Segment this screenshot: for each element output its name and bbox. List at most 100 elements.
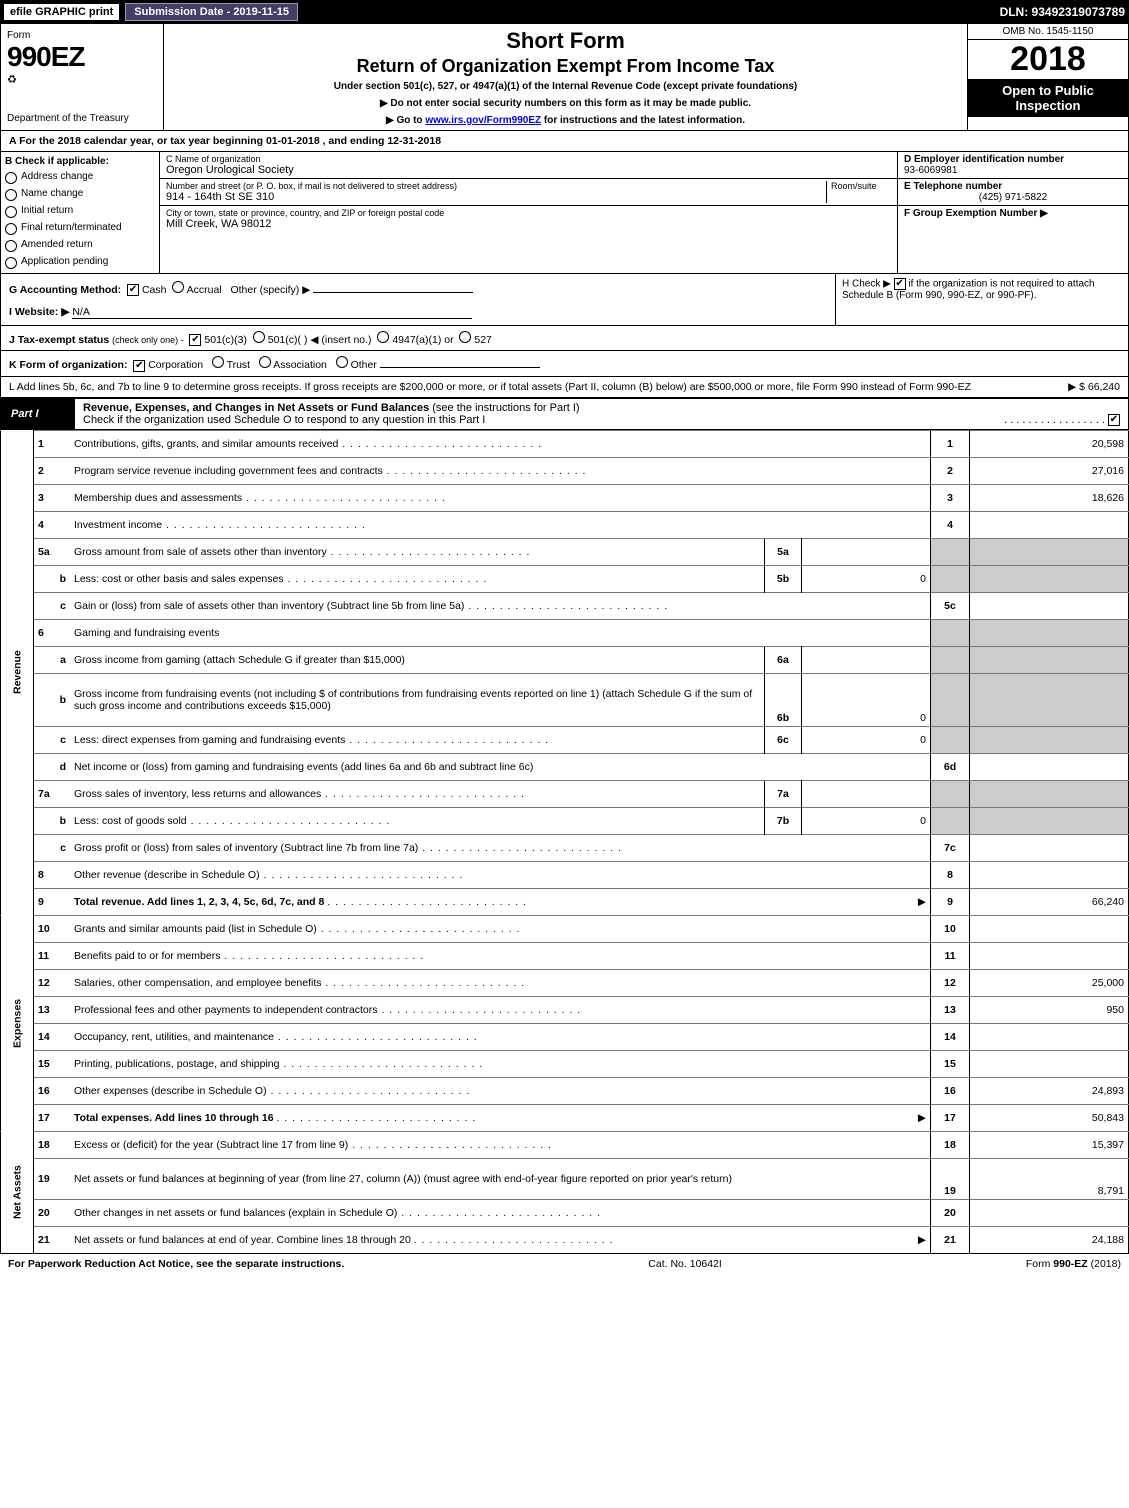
circle-icon: [5, 257, 17, 269]
top-bar: efile GRAPHIC print Submission Date - 20…: [0, 0, 1129, 24]
amount-grey: [970, 807, 1129, 834]
goto-link[interactable]: www.irs.gov/Form990EZ: [425, 115, 541, 126]
period-row: A For the 2018 calendar year, or tax yea…: [0, 131, 1129, 152]
g-other-input[interactable]: [313, 292, 473, 293]
part1-title-rest: (see the instructions for Part I): [432, 402, 579, 414]
row-desc: Occupancy, rent, utilities, and maintena…: [70, 1023, 931, 1050]
l-text: L Add lines 5b, 6c, and 7b to line 9 to …: [9, 381, 1060, 393]
row-num: 11: [34, 942, 71, 969]
row-num: c: [34, 726, 71, 753]
k-corp-checkbox[interactable]: [133, 360, 145, 372]
line-col: 21: [931, 1226, 970, 1253]
cb-address-change[interactable]: Address change: [5, 171, 155, 184]
amount: 66,240: [970, 888, 1129, 915]
amount: 20,598: [970, 430, 1129, 457]
k-other-input[interactable]: [380, 367, 540, 368]
line-col: 20: [931, 1199, 970, 1226]
row-num: 9: [34, 888, 71, 915]
room-suite: Room/suite: [826, 181, 891, 203]
cb-name-change[interactable]: Name change: [5, 188, 155, 201]
h-checkbox[interactable]: [894, 278, 906, 290]
open-public: Open to Public Inspection: [968, 79, 1128, 117]
cb-application-pending[interactable]: Application pending: [5, 256, 155, 269]
d-value: 93-6069981: [904, 165, 1122, 176]
dln: DLN: 93492319073789: [1000, 5, 1125, 19]
top-bar-left: efile GRAPHIC print Submission Date - 20…: [4, 3, 298, 21]
row-desc: Total revenue. Add lines 1, 2, 3, 4, 5c,…: [70, 888, 931, 915]
l-amt: ▶ $ 66,240: [1060, 381, 1120, 393]
amount: 15,397: [970, 1131, 1129, 1158]
row-num: 20: [34, 1199, 71, 1226]
part1-header: Part I Revenue, Expenses, and Changes in…: [0, 398, 1129, 430]
circle-icon[interactable]: [172, 281, 184, 293]
row-desc: Net income or (loss) from gaming and fun…: [70, 753, 931, 780]
recycle-icon: ♻: [7, 74, 17, 86]
j-4947: 4947(a)(1) or: [392, 334, 453, 346]
line-col: 12: [931, 969, 970, 996]
row-desc: Gain or (loss) from sale of assets other…: [70, 592, 931, 619]
amount: [970, 511, 1129, 538]
line-col-grey: [931, 780, 970, 807]
k-corp: Corporation: [148, 359, 203, 371]
line-col: 4: [931, 511, 970, 538]
row-desc: Gross profit or (loss) from sales of inv…: [70, 834, 931, 861]
scho-checkbox[interactable]: [1108, 414, 1120, 426]
line-col: 5c: [931, 592, 970, 619]
k-row: K Form of organization: Corporation Trus…: [0, 351, 1129, 376]
addr-label: Number and street (or P. O. box, if mail…: [166, 181, 826, 191]
line-col-grey: [931, 673, 970, 726]
page-footer: For Paperwork Reduction Act Notice, see …: [0, 1254, 1129, 1274]
circle-icon[interactable]: [253, 331, 265, 343]
circle-icon[interactable]: [259, 356, 271, 368]
department: Department of the Treasury: [7, 113, 157, 124]
line-col: 13: [931, 996, 970, 1023]
j-527: 527: [474, 334, 492, 346]
row-num: b: [34, 565, 71, 592]
circle-icon[interactable]: [377, 331, 389, 343]
sub-label: 7a: [765, 780, 802, 807]
circle-icon[interactable]: [212, 356, 224, 368]
row-desc: Less: cost or other basis and sales expe…: [70, 565, 765, 592]
amount: 50,843: [970, 1104, 1129, 1131]
line-col: 9: [931, 888, 970, 915]
circle-icon[interactable]: [459, 331, 471, 343]
h-pre: H Check ▶: [842, 279, 894, 290]
netassets-side-label: Net Assets: [1, 1131, 34, 1253]
amount-grey: [970, 780, 1129, 807]
cb-amended-return[interactable]: Amended return: [5, 239, 155, 252]
sub-value: 0: [802, 673, 931, 726]
circle-icon: [5, 240, 17, 252]
row-desc: Total expenses. Add lines 10 through 16 …: [70, 1104, 931, 1131]
amount: 27,016: [970, 457, 1129, 484]
j-501c: 501(c)( ) ◀ (insert no.): [268, 334, 372, 346]
row-num: c: [34, 834, 71, 861]
org-right: D Employer identification number 93-6069…: [897, 152, 1128, 273]
form-word: Form: [7, 30, 157, 41]
city-label: City or town, state or province, country…: [166, 208, 891, 218]
amount: [970, 1023, 1129, 1050]
row-num: 5a: [34, 538, 71, 565]
row-num: 3: [34, 484, 71, 511]
j-501c3-checkbox[interactable]: [189, 334, 201, 346]
row-desc: Gross amount from sale of assets other t…: [70, 538, 765, 565]
row-desc: Other revenue (describe in Schedule O): [70, 861, 931, 888]
sub-label: 5b: [765, 565, 802, 592]
cash-checkbox[interactable]: [127, 284, 139, 296]
cb-final-return[interactable]: Final return/terminated: [5, 222, 155, 235]
g-cash: Cash: [142, 284, 167, 296]
org-city-cell: City or town, state or province, country…: [160, 206, 897, 232]
form-header: Form 990EZ ♻ Department of the Treasury …: [0, 24, 1129, 131]
header-left: Form 990EZ ♻ Department of the Treasury: [1, 24, 164, 130]
arrow-icon: ▶: [918, 1234, 926, 1246]
amount: 8,791: [970, 1158, 1129, 1199]
form-number: 990EZ: [7, 41, 157, 73]
circle-icon[interactable]: [336, 356, 348, 368]
line-col-grey: [931, 538, 970, 565]
row-num: c: [34, 592, 71, 619]
i-label: I Website: ▶: [9, 306, 69, 318]
sub-label: 7b: [765, 807, 802, 834]
cb-initial-return[interactable]: Initial return: [5, 205, 155, 218]
row-num: b: [34, 807, 71, 834]
row-desc: Benefits paid to or for members: [70, 942, 931, 969]
g-line: G Accounting Method: Cash Accrual Other …: [1, 274, 835, 325]
